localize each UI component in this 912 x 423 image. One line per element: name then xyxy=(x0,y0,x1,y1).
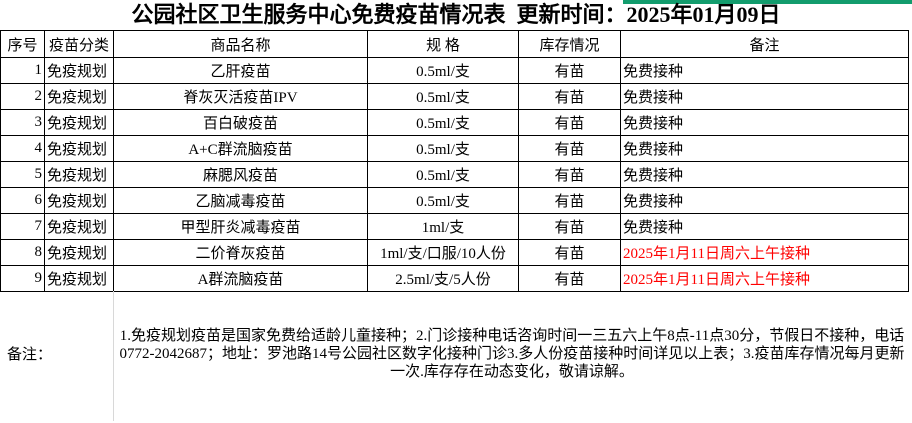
header-specification[interactable]: 规 格 xyxy=(367,30,519,58)
table-row: 4 免疫规划 A+C群流脑疫苗 0.5ml/支 有苗 免费接种 xyxy=(0,135,909,162)
cell-stock-status[interactable]: 有苗 xyxy=(518,161,621,188)
cell-remark[interactable]: 免费接种 xyxy=(620,213,909,240)
table-row: 9 免疫规划 A群流脑疫苗 2.5ml/支/5人份 有苗 2025年1月11日周六上午接种 xyxy=(0,265,909,292)
table-row: 5 免疫规划 麻腮风疫苗 0.5ml/支 有苗 免费接种 xyxy=(0,161,909,188)
cell-stock-status[interactable]: 有苗 xyxy=(518,265,621,292)
cell-specification[interactable]: 0.5ml/支 xyxy=(367,57,519,84)
vaccine-table: 序号 疫苗分类 商品名称 规 格 库存情况 备注 1 免疫规划 乙肝疫苗 0.5ml/… xyxy=(0,30,909,292)
cell-vaccine-category[interactable]: 免疫规划 xyxy=(44,135,114,162)
cell-remark[interactable]: 免费接种 xyxy=(620,109,909,136)
cell-stock-status[interactable]: 有苗 xyxy=(518,135,621,162)
cell-vaccine-category[interactable]: 免疫规划 xyxy=(44,213,114,240)
header-stock-status[interactable]: 库存情况 xyxy=(518,30,621,58)
table-body: 1 免疫规划 乙肝疫苗 0.5ml/支 有苗 免费接种 2 免疫规划 脊灰灭活疫苗IPV 0.5m… xyxy=(0,57,909,292)
top-green-accent-bar xyxy=(623,0,912,4)
cell-specification[interactable]: 1ml/支 xyxy=(367,213,519,240)
cell-stock-status[interactable]: 有苗 xyxy=(518,109,621,136)
cell-serial-number[interactable]: 3 xyxy=(0,109,45,136)
table-row: 2 免疫规划 脊灰灭活疫苗IPV 0.5ml/支 有苗 免费接种 xyxy=(0,83,909,110)
cell-remark[interactable]: 免费接种 xyxy=(620,135,909,162)
cell-serial-number[interactable]: 7 xyxy=(0,213,45,240)
table-row: 8 免疫规划 二价脊灰疫苗 1ml/支/口服/10人份 有苗 2025年1月11日周六上午… xyxy=(0,239,909,266)
cell-serial-number[interactable]: 6 xyxy=(0,187,45,214)
cell-product-name[interactable]: A群流脑疫苗 xyxy=(113,265,368,292)
cell-stock-status[interactable]: 有苗 xyxy=(518,57,621,84)
cell-serial-number[interactable]: 4 xyxy=(0,135,45,162)
cell-product-name[interactable]: 乙脑减毒疫苗 xyxy=(113,187,368,214)
table-row: 7 免疫规划 甲型肝炎减毒疫苗 1ml/支 有苗 免费接种 xyxy=(0,213,909,240)
cell-product-name[interactable]: 甲型肝炎减毒疫苗 xyxy=(113,213,368,240)
footer-remarks-label: 备注： xyxy=(7,347,53,363)
table-header-row: 序号 疫苗分类 商品名称 规 格 库存情况 备注 xyxy=(0,30,909,58)
cell-product-name[interactable]: 脊灰灭活疫苗IPV xyxy=(113,83,368,110)
cell-stock-status[interactable]: 有苗 xyxy=(518,83,621,110)
cell-remark[interactable]: 2025年1月11日周六上午接种 xyxy=(620,239,909,266)
cell-vaccine-category[interactable]: 免疫规划 xyxy=(44,265,114,292)
cell-stock-status[interactable]: 有苗 xyxy=(518,187,621,214)
cell-remark[interactable]: 免费接种 xyxy=(620,57,909,84)
cell-specification[interactable]: 0.5ml/支 xyxy=(367,187,519,214)
cell-specification[interactable]: 0.5ml/支 xyxy=(367,161,519,188)
cell-product-name[interactable]: A+C群流脑疫苗 xyxy=(113,135,368,162)
cell-vaccine-category[interactable]: 免疫规划 xyxy=(44,83,114,110)
cell-specification[interactable]: 2.5ml/支/5人份 xyxy=(367,265,519,292)
cell-serial-number[interactable]: 1 xyxy=(0,57,45,84)
page-title: 公园社区卫生服务中心免费疫苗情况表 更新时间：2025年01月09日 xyxy=(131,2,781,27)
cell-vaccine-category[interactable]: 免疫规划 xyxy=(44,161,114,188)
header-product-name[interactable]: 商品名称 xyxy=(113,30,368,58)
header-remarks[interactable]: 备注 xyxy=(620,30,909,58)
cell-specification[interactable]: 0.5ml/支 xyxy=(367,83,519,110)
footer-gridline-divider xyxy=(113,291,114,421)
cell-stock-status[interactable]: 有苗 xyxy=(518,239,621,266)
cell-serial-number[interactable]: 2 xyxy=(0,83,45,110)
table-row: 1 免疫规划 乙肝疫苗 0.5ml/支 有苗 免费接种 xyxy=(0,57,909,84)
cell-product-name[interactable]: 乙肝疫苗 xyxy=(113,57,368,84)
cell-product-name[interactable]: 百白破疫苗 xyxy=(113,109,368,136)
footer-notes-text: 1.免疫规划疫苗是国家免费给适龄儿童接种；2.门诊接种电话咨询时间一三五六上午8… xyxy=(119,328,905,380)
cell-product-name[interactable]: 麻腮风疫苗 xyxy=(113,161,368,188)
cell-remark[interactable]: 免费接种 xyxy=(620,83,909,110)
cell-remark[interactable]: 免费接种 xyxy=(620,187,909,214)
cell-remark[interactable]: 免费接种 xyxy=(620,161,909,188)
cell-vaccine-category[interactable]: 免疫规划 xyxy=(44,187,114,214)
cell-vaccine-category[interactable]: 免疫规划 xyxy=(44,109,114,136)
cell-vaccine-category[interactable]: 免疫规划 xyxy=(44,239,114,266)
cell-serial-number[interactable]: 8 xyxy=(0,239,45,266)
cell-specification[interactable]: 1ml/支/口服/10人份 xyxy=(367,239,519,266)
cell-vaccine-category[interactable]: 免疫规划 xyxy=(44,57,114,84)
cell-specification[interactable]: 0.5ml/支 xyxy=(367,135,519,162)
cell-product-name[interactable]: 二价脊灰疫苗 xyxy=(113,239,368,266)
table-row: 6 免疫规划 乙脑减毒疫苗 0.5ml/支 有苗 免费接种 xyxy=(0,187,909,214)
cell-remark[interactable]: 2025年1月11日周六上午接种 xyxy=(620,265,909,292)
table-row: 3 免疫规划 百白破疫苗 0.5ml/支 有苗 免费接种 xyxy=(0,109,909,136)
header-vaccine-category[interactable]: 疫苗分类 xyxy=(44,30,114,58)
cell-serial-number[interactable]: 9 xyxy=(0,265,45,292)
cell-serial-number[interactable]: 5 xyxy=(0,161,45,188)
header-serial-number[interactable]: 序号 xyxy=(0,30,45,58)
cell-specification[interactable]: 0.5ml/支 xyxy=(367,109,519,136)
cell-stock-status[interactable]: 有苗 xyxy=(518,213,621,240)
